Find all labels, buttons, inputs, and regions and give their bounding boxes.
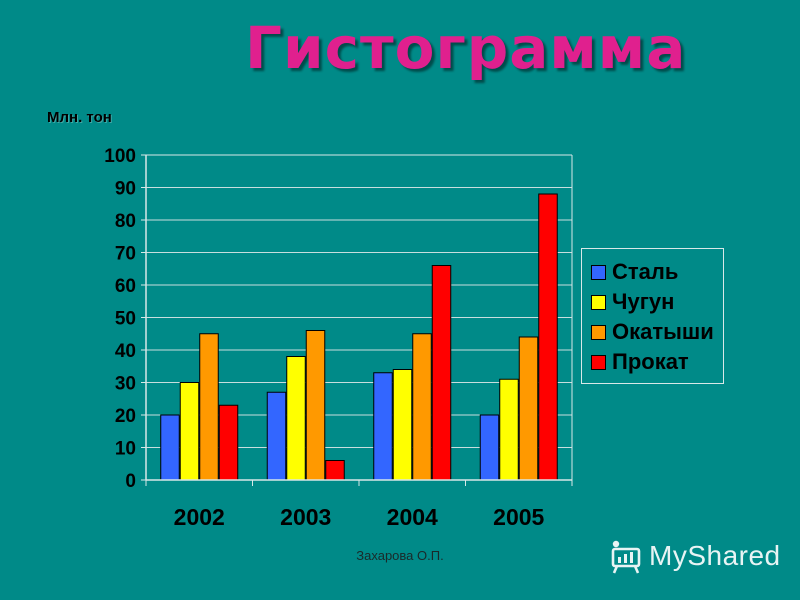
y-tick-label: 60 <box>115 276 136 297</box>
bar-2003-3 <box>325 460 345 481</box>
x-axis-ticks: 2002 2003 2004 2005 <box>145 480 573 530</box>
legend-swatch <box>591 354 606 370</box>
bar-2002-1 <box>179 382 200 481</box>
legend-label: Чугун <box>612 289 675 314</box>
legend-item-cast-iron: Чугун <box>591 287 723 317</box>
slide-title: Гистограмма <box>245 14 687 82</box>
x-tick-label: 2005 <box>493 504 544 530</box>
x-tick-label: 2003 <box>280 504 331 530</box>
chart-legend: Сталь Чугун Окатыши Прокат <box>581 248 724 384</box>
y-axis-ticks: 0 10 20 30 40 50 60 70 80 90 100 <box>104 146 136 492</box>
y-tick-label: 20 <box>115 406 136 427</box>
bar-chart: 0 10 20 30 40 50 60 70 80 90 100 2002 2003 2004 2005 <box>104 146 573 530</box>
watermark-text: MyShared <box>649 540 781 571</box>
y-tick-label: 40 <box>115 341 136 362</box>
legend-item-pellets: Окатыши <box>591 317 723 347</box>
bar-2004-2 <box>412 333 432 481</box>
bar-2003-1 <box>286 356 306 481</box>
author-footer: Захарова О.П. <box>356 548 444 563</box>
x-tick-label: 2002 <box>174 504 225 530</box>
legend-label: Прокат <box>612 349 689 374</box>
bar-2004-0 <box>373 372 393 481</box>
bar-2002-2 <box>199 333 219 481</box>
bar-2005-0 <box>479 414 500 481</box>
bar-2005-2 <box>518 336 539 481</box>
bar-2005-3 <box>538 193 558 481</box>
bar-2004-1 <box>392 369 413 481</box>
legend-swatch <box>591 294 606 310</box>
watermark[interactable]: MyShared <box>607 536 781 576</box>
bar-2004-3 <box>431 265 452 481</box>
x-tick-label: 2004 <box>387 504 438 530</box>
y-tick-label: 30 <box>115 374 136 395</box>
legend-swatch <box>591 264 606 280</box>
y-unit-label: Млн. тон <box>47 109 112 126</box>
legend-label: Окатыши <box>612 319 714 344</box>
y-tick-label: 70 <box>115 244 136 265</box>
bar-2003-2 <box>305 330 326 481</box>
y-tick-label: 0 <box>125 471 136 492</box>
y-tick-label: 80 <box>115 211 136 232</box>
legend-label: Сталь <box>612 259 679 284</box>
bar-2002-3 <box>218 404 239 481</box>
legend-swatch <box>591 324 606 340</box>
legend-item-rolled-metal: Прокат <box>591 347 723 377</box>
bar-2003-0 <box>266 391 287 481</box>
bar-2005-1 <box>499 378 519 481</box>
bar-2002-0 <box>160 414 180 481</box>
legend-item-steel: Сталь <box>591 257 723 287</box>
y-tick-label: 100 <box>104 146 136 167</box>
y-tick-label: 90 <box>115 179 136 200</box>
chart-bars <box>160 193 558 481</box>
presentation-board-icon <box>611 540 641 574</box>
y-tick-label: 10 <box>115 439 136 460</box>
y-tick-label: 50 <box>115 309 136 330</box>
